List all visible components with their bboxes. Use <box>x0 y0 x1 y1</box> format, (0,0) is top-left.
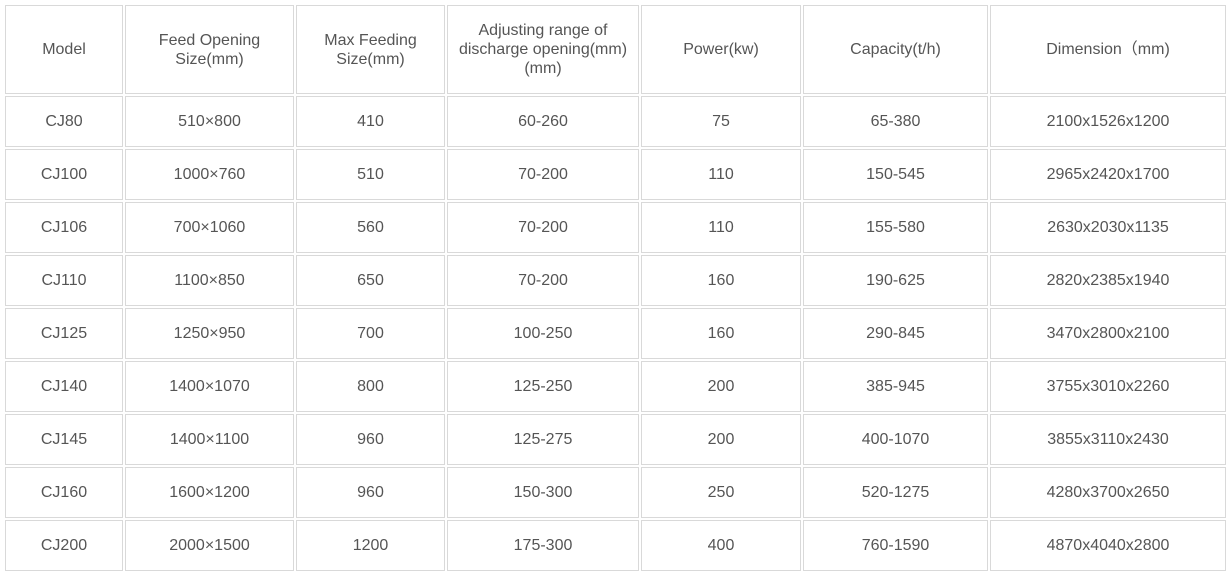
table-row: CJ110 1100×850 650 70-200 160 190-625 2820x238… <box>5 255 1226 306</box>
header-power: Power(kw) <box>641 5 801 94</box>
cell-power: 200 <box>641 414 801 465</box>
cell-feed-opening-size: 1600×1200 <box>125 467 294 518</box>
cell-power: 75 <box>641 96 801 147</box>
table-row: CJ200 2000×1500 1200 175-300 400 760-1590 4870… <box>5 520 1226 571</box>
cell-model: CJ80 <box>5 96 123 147</box>
cell-capacity: 150-545 <box>803 149 988 200</box>
table-row: CJ145 1400×1100 960 125-275 200 400-1070 3855x… <box>5 414 1226 465</box>
cell-model: CJ110 <box>5 255 123 306</box>
cell-max-feeding-size: 560 <box>296 202 445 253</box>
cell-feed-opening-size: 2000×1500 <box>125 520 294 571</box>
cell-feed-opening-size: 1400×1100 <box>125 414 294 465</box>
cell-max-feeding-size: 510 <box>296 149 445 200</box>
cell-adjusting-range: 60-260 <box>447 96 639 147</box>
cell-power: 160 <box>641 308 801 359</box>
cell-power: 160 <box>641 255 801 306</box>
cell-model: CJ125 <box>5 308 123 359</box>
cell-dimension: 2100x1526x1200 <box>990 96 1226 147</box>
cell-capacity: 190-625 <box>803 255 988 306</box>
spec-table: Model Feed Opening Size(mm) Max Feeding … <box>3 3 1228 573</box>
cell-capacity: 520-1275 <box>803 467 988 518</box>
cell-power: 110 <box>641 202 801 253</box>
header-adjusting-range: Adjusting range of discharge opening(mm)… <box>447 5 639 94</box>
cell-adjusting-range: 125-275 <box>447 414 639 465</box>
table-body: CJ80 510×800 410 60-260 75 65-380 2100x1526x12… <box>5 96 1226 571</box>
table-row: CJ106 700×1060 560 70-200 110 155-580 2630x203… <box>5 202 1226 253</box>
cell-max-feeding-size: 650 <box>296 255 445 306</box>
cell-adjusting-range: 70-200 <box>447 202 639 253</box>
header-dimension: Dimension（mm) <box>990 5 1226 94</box>
cell-max-feeding-size: 960 <box>296 467 445 518</box>
cell-feed-opening-size: 1400×1070 <box>125 361 294 412</box>
table-row: CJ140 1400×1070 800 125-250 200 385-945 3755x3… <box>5 361 1226 412</box>
header-model: Model <box>5 5 123 94</box>
cell-model: CJ106 <box>5 202 123 253</box>
cell-feed-opening-size: 510×800 <box>125 96 294 147</box>
cell-dimension: 4870x4040x2800 <box>990 520 1226 571</box>
header-capacity: Capacity(t/h) <box>803 5 988 94</box>
cell-feed-opening-size: 1100×850 <box>125 255 294 306</box>
cell-adjusting-range: 150-300 <box>447 467 639 518</box>
cell-adjusting-range: 70-200 <box>447 255 639 306</box>
cell-adjusting-range: 125-250 <box>447 361 639 412</box>
cell-power: 250 <box>641 467 801 518</box>
cell-dimension: 3755x3010x2260 <box>990 361 1226 412</box>
cell-capacity: 155-580 <box>803 202 988 253</box>
cell-dimension: 2630x2030x1135 <box>990 202 1226 253</box>
cell-max-feeding-size: 960 <box>296 414 445 465</box>
cell-capacity: 760-1590 <box>803 520 988 571</box>
cell-capacity: 400-1070 <box>803 414 988 465</box>
table-row: CJ125 1250×950 700 100-250 160 290-845 3470x28… <box>5 308 1226 359</box>
cell-dimension: 3855x3110x2430 <box>990 414 1226 465</box>
cell-dimension: 4280x3700x2650 <box>990 467 1226 518</box>
cell-adjusting-range: 100-250 <box>447 308 639 359</box>
cell-power: 400 <box>641 520 801 571</box>
cell-model: CJ140 <box>5 361 123 412</box>
header-row: Model Feed Opening Size(mm) Max Feeding … <box>5 5 1226 94</box>
table-header: Model Feed Opening Size(mm) Max Feeding … <box>5 5 1226 94</box>
table-row: CJ160 1600×1200 960 150-300 250 520-1275 4280x… <box>5 467 1226 518</box>
cell-max-feeding-size: 1200 <box>296 520 445 571</box>
cell-adjusting-range: 70-200 <box>447 149 639 200</box>
cell-feed-opening-size: 1250×950 <box>125 308 294 359</box>
cell-model: CJ160 <box>5 467 123 518</box>
cell-max-feeding-size: 800 <box>296 361 445 412</box>
cell-model: CJ145 <box>5 414 123 465</box>
cell-capacity: 290-845 <box>803 308 988 359</box>
cell-feed-opening-size: 1000×760 <box>125 149 294 200</box>
cell-dimension: 2965x2420x1700 <box>990 149 1226 200</box>
cell-model: CJ100 <box>5 149 123 200</box>
spec-table-container: Model Feed Opening Size(mm) Max Feeding … <box>3 3 1226 573</box>
cell-model: CJ200 <box>5 520 123 571</box>
header-max-feeding-size: Max Feeding Size(mm) <box>296 5 445 94</box>
cell-power: 200 <box>641 361 801 412</box>
cell-max-feeding-size: 700 <box>296 308 445 359</box>
cell-capacity: 65-380 <box>803 96 988 147</box>
cell-max-feeding-size: 410 <box>296 96 445 147</box>
cell-dimension: 3470x2800x2100 <box>990 308 1226 359</box>
table-row: CJ100 1000×760 510 70-200 110 150-545 2965x242… <box>5 149 1226 200</box>
cell-feed-opening-size: 700×1060 <box>125 202 294 253</box>
table-row: CJ80 510×800 410 60-260 75 65-380 2100x1526x12… <box>5 96 1226 147</box>
header-feed-opening-size: Feed Opening Size(mm) <box>125 5 294 94</box>
cell-dimension: 2820x2385x1940 <box>990 255 1226 306</box>
cell-adjusting-range: 175-300 <box>447 520 639 571</box>
cell-power: 110 <box>641 149 801 200</box>
cell-capacity: 385-945 <box>803 361 988 412</box>
